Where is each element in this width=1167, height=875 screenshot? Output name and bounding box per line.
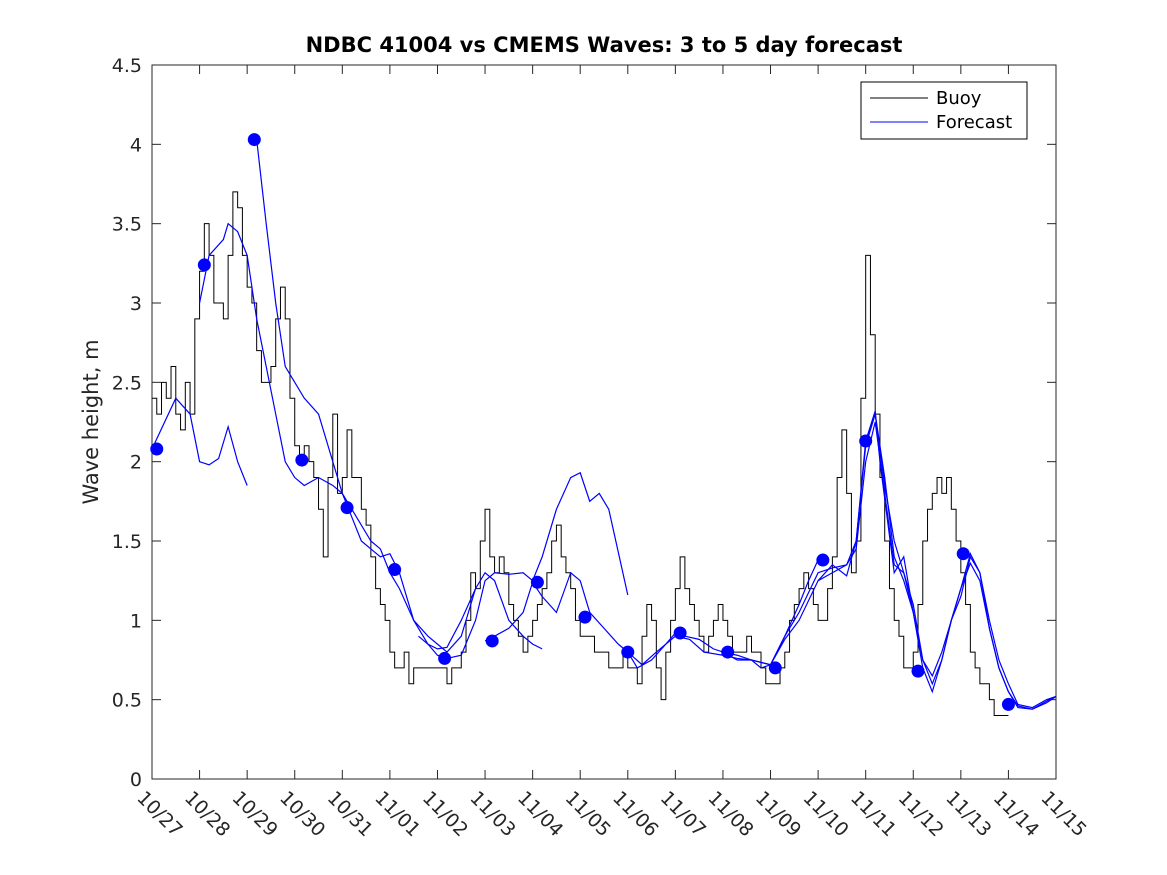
forecast-marker [388,563,402,577]
series-layer [151,139,1057,717]
x-tick-label: 11/06 [608,787,662,841]
y-tick-label: 2 [130,452,142,474]
x-tick-label: 11/08 [703,787,757,841]
forecast-line [198,222,477,650]
y-tick-label: 3.5 [112,214,142,236]
legend-forecast-label: Forecast [936,112,1012,133]
y-tick-label: 1 [130,610,142,632]
x-tick-label: 11/15 [1036,787,1090,841]
legend-buoy-label: Buoy [936,88,982,109]
y-axis-ticks: 0 0.5 1 1.5 2 2.5 3 3.5 4 4.5 [112,55,1056,791]
forecast-marker [956,547,970,561]
forecast-line [256,139,543,653]
forecast-marker [578,610,592,624]
x-tick-label: 10/31 [323,787,377,841]
x-tick-label: 11/07 [656,787,710,841]
forecast-marker [247,133,261,147]
legend-box [860,81,1028,140]
forecast-line [817,413,1057,710]
forecast-marker [768,661,782,675]
forecast-marker [816,553,830,567]
plot-area [151,64,1057,780]
forecast-line [151,397,248,486]
x-tick-label: 11/05 [561,787,615,841]
chart-title: NDBC 41004 vs CMEMS Waves: 3 to 5 day fo… [306,33,903,57]
x-tick-label: 10/27 [132,787,186,841]
forecast-marker [859,434,873,448]
forecast-marker [485,634,499,648]
x-tick-label: 11/01 [370,787,424,841]
y-tick-label: 0.5 [112,690,142,712]
x-tick-label: 10/29 [228,787,282,841]
forecast-marker [911,664,925,678]
x-tick-label: 11/13 [941,787,995,841]
x-tick-label: 11/04 [513,787,567,841]
forecast-line [484,559,819,669]
forecast-marker [1001,697,1015,711]
forecast-marker [197,258,211,272]
x-tick-label: 10/28 [180,787,234,841]
forecast-marker [621,645,635,659]
x-tick-label: 11/02 [418,787,472,841]
y-tick-label: 2.5 [112,372,142,394]
buoy-line [152,191,1009,717]
x-tick-label: 11/14 [989,787,1043,841]
x-tick-label: 11/09 [751,787,805,841]
x-tick-label: 11/12 [894,787,948,841]
y-tick-label: 3 [130,293,142,315]
forecast-marker [295,453,309,467]
forecast-marker [438,651,452,665]
forecast-marker [150,442,164,456]
forecast-marker [673,626,687,640]
marker-layer [150,133,1015,711]
y-tick-label: 4 [130,134,142,156]
y-tick-label: 0 [130,769,142,791]
y-tick-label: 1.5 [112,531,142,553]
y-axis-label: Wave height, m [79,339,103,504]
x-tick-label: 11/11 [846,787,900,841]
x-tick-label: 11/03 [466,787,520,841]
forecast-marker [721,645,735,659]
forecast-line [865,410,914,613]
y-tick-label: 4.5 [112,55,142,77]
x-tick-label: 11/10 [799,787,853,841]
legend: Buoy Forecast [860,81,1028,140]
x-tick-label: 10/30 [275,787,329,841]
forecast-marker [340,501,354,515]
forecast-marker [530,575,544,589]
